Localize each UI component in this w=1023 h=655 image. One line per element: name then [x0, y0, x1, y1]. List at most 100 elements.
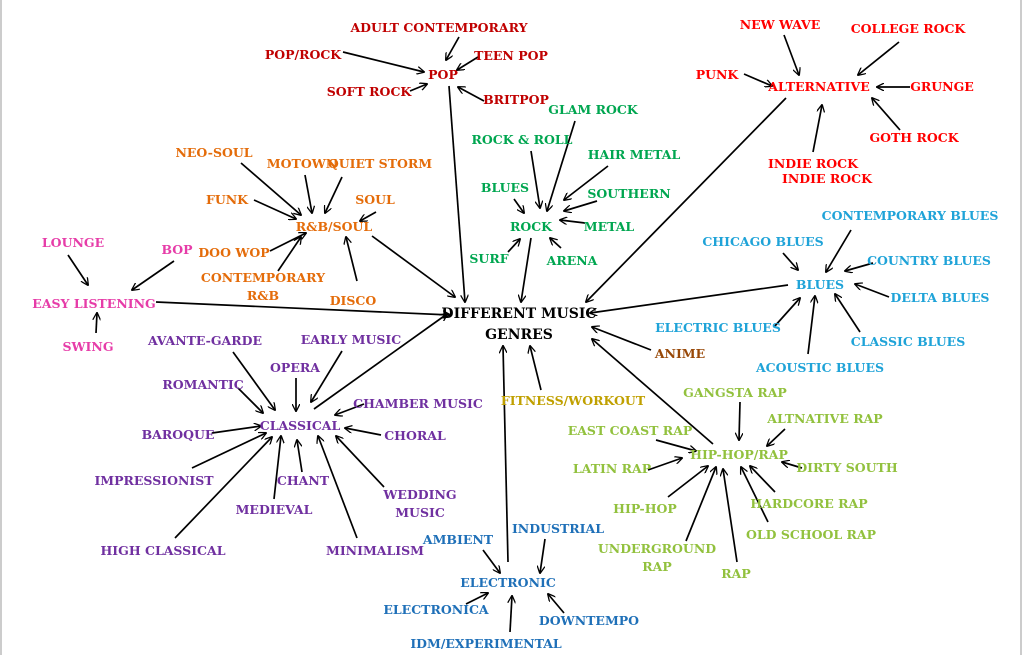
arrow-rap-to-hiphop-rap: [723, 469, 738, 563]
genre-label-arena: ARENA: [546, 253, 598, 268]
arrow-hair-metal-to-rock: [564, 165, 609, 200]
genre-label-pop: POP: [428, 67, 458, 82]
genre-label-metal: METAL: [584, 219, 635, 234]
genre-label-bop: BOP: [161, 242, 193, 257]
genre-label-doo-wop: DOO WOP: [198, 245, 270, 260]
arrow-industrial-to-electronic: [540, 538, 546, 573]
genre-label-anime: ANIME: [654, 346, 705, 361]
arrow-teen-pop-to-pop: [457, 56, 479, 70]
arrow-rock-to-center: [521, 237, 532, 302]
arrow-new-wave-to-alternative: [783, 34, 799, 75]
arrow-country-blues-to-blues: [845, 262, 874, 271]
arrow-minimalism-to-classical: [318, 436, 358, 539]
genre-label-medieval: MEDIEVAL: [236, 502, 313, 517]
genre-label-lounge: LOUNGE: [42, 235, 104, 250]
arrow-soul-to-rnb-soul: [360, 211, 377, 221]
arrow-choral-to-classical: [345, 428, 382, 436]
arrow-electronica-to-electronic: [465, 593, 488, 605]
genre-label-baroque: BAROQUE: [142, 427, 215, 442]
genre-label-fitness-workout: FITNESS/WORKOUT: [501, 393, 646, 408]
arrow-impressionist-to-classical: [191, 433, 266, 469]
genre-label-blues-rock: BLUES: [481, 180, 529, 195]
genre-label-hair-metal: HAIR METAL: [588, 147, 681, 162]
edges-layer: [67, 34, 910, 633]
arrow-altnative-rap-to-hiphop-rap: [767, 428, 786, 446]
arrow-hiphop-rap-to-center: [592, 339, 714, 445]
arrow-blues-to-center: [590, 284, 789, 313]
arrow-quiet-storm-to-rnb-soul: [325, 176, 343, 213]
genre-label-motown: MOTOWN: [267, 156, 337, 171]
genre-label-indie-rock-1: INDIE ROCK: [768, 156, 859, 171]
genre-label-idm-experimental: IDM/EXPERIMENTAL: [410, 636, 562, 651]
genre-label-easy-listening: EASY LISTENING: [32, 296, 155, 311]
center-label-line1: DIFFERENT MUSIC: [441, 306, 596, 322]
genre-label-classical: CLASSICAL: [260, 418, 341, 433]
arrow-soft-rock-to-pop: [409, 84, 427, 92]
arrow-gangsta-rap-to-hiphop-rap: [739, 401, 740, 440]
genre-label-glam-rock: GLAM ROCK: [548, 102, 639, 117]
arrow-metal-to-rock: [560, 220, 586, 223]
genre-label-soul: SOUL: [355, 192, 395, 207]
genre-label-blues: BLUES: [796, 277, 844, 292]
genre-label-country-blues: COUNTRY BLUES: [867, 253, 991, 268]
genre-label-classic-blues: CLASSIC BLUES: [851, 334, 966, 349]
genre-label-neo-soul: NEO-SOUL: [175, 145, 252, 160]
genre-label-rock: ROCK: [510, 219, 553, 234]
genre-label-underground-rap-1: UNDERGROUND: [598, 541, 716, 556]
genre-label-alternative: ALTERNATIVE: [767, 79, 870, 94]
genre-label-underground-rap-2: RAP: [642, 559, 672, 574]
arrow-ambient-to-electronic: [482, 549, 500, 573]
arrow-latin-rap-to-hiphop-rap: [647, 458, 682, 471]
genre-label-teen-pop: TEEN POP: [474, 48, 548, 63]
arrow-easy-listening-to-center: [155, 301, 450, 315]
genre-label-early-music: EARLY MUSIC: [301, 332, 401, 347]
arrow-swing-to-easy-listening: [96, 313, 97, 334]
genre-label-contemporary-rnb-2: R&B: [247, 288, 279, 303]
arrow-bop-to-easy-listening: [132, 260, 175, 290]
genre-label-minimalism: MINIMALISM: [326, 543, 424, 558]
arrow-early-music-to-classical: [311, 350, 343, 402]
genre-label-hiphop-rap: HIP-HOP/RAP: [690, 447, 788, 462]
arrow-southern-to-rock: [564, 200, 598, 211]
arrow-glam-rock-to-rock: [547, 120, 576, 211]
genre-label-grunge: GRUNGE: [910, 79, 974, 94]
arrow-rock-and-roll-to-rock: [530, 150, 540, 208]
arrow-blues-rock-to-rock: [513, 198, 524, 213]
genre-label-funk: FUNK: [206, 192, 249, 207]
genre-label-impressionist: IMPRESSIONIST: [94, 473, 214, 488]
arrow-medieval-to-classical: [273, 436, 281, 500]
genre-label-chicago-blues: CHICAGO BLUES: [702, 234, 823, 249]
genre-label-pop-rock: POP/ROCK: [265, 47, 342, 62]
arrow-baroque-to-classical: [211, 426, 261, 434]
arrow-classic-blues-to-blues: [835, 294, 861, 333]
genre-label-dirty-south: DIRTY SOUTH: [796, 460, 898, 475]
arrow-neo-soul-to-rnb-soul: [240, 162, 301, 215]
genre-label-soft-rock: SOFT ROCK: [327, 84, 413, 99]
arrow-fitness-workout-to-center: [530, 346, 542, 391]
arrow-goth-rock-to-alternative: [872, 98, 901, 131]
genre-label-contemporary-blues: CONTEMPORARY BLUES: [822, 208, 999, 223]
genre-label-opera: OPERA: [270, 360, 320, 375]
genre-label-east-coast-rap: EAST COAST RAP: [568, 423, 693, 438]
genre-label-rnb-soul: R&B/SOUL: [296, 219, 373, 234]
arrow-acoustic-blues-to-blues: [807, 296, 815, 355]
genre-label-latin-rap: LATIN RAP: [573, 461, 652, 476]
arrow-disco-to-rnb-soul: [346, 237, 358, 282]
genre-label-new-wave: NEW WAVE: [740, 17, 821, 32]
genre-label-avante-garde: AVANTE-GARDE: [147, 333, 262, 348]
arrow-electric-blues-to-blues: [773, 298, 800, 328]
arrow-britpop-to-pop: [458, 87, 485, 102]
arrow-delta-blues-to-blues: [855, 284, 890, 298]
genre-label-indie-rock-2: INDIE ROCK: [782, 171, 873, 186]
genre-label-college-rock: COLLEGE ROCK: [851, 21, 967, 36]
arrow-adult-contemporary-to-pop: [446, 36, 460, 60]
arrow-rnb-soul-to-center: [371, 235, 455, 297]
genre-label-romantic: ROMANTIC: [162, 377, 243, 392]
arrow-anime-to-center: [592, 327, 652, 351]
genre-label-rap: RAP: [721, 566, 751, 581]
arrow-dirty-south-to-hiphop-rap: [782, 462, 803, 469]
genre-label-chamber-music: CHAMBER MUSIC: [353, 396, 483, 411]
arrow-chamber-music-to-classical: [335, 403, 365, 415]
genre-label-disco: DISCO: [330, 293, 377, 308]
arrow-avante-garde-to-classical: [232, 351, 275, 410]
